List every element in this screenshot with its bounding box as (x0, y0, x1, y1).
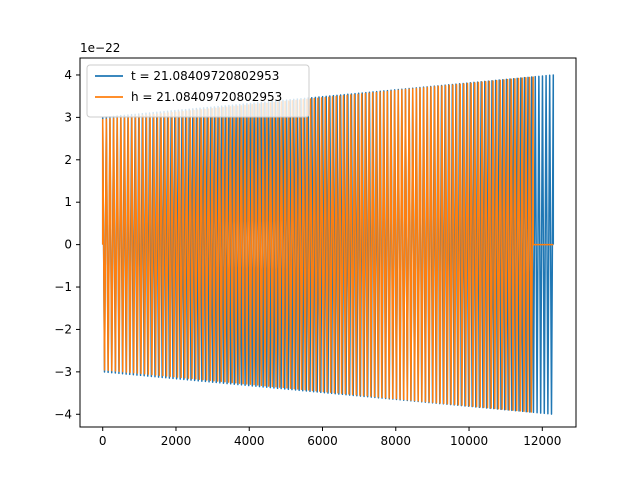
x-tick-label: 8000 (380, 434, 411, 448)
y-tick-label: 1 (64, 195, 72, 209)
legend-box (86, 64, 310, 118)
y-tick-label: −3 (54, 365, 72, 379)
x-tick-label: 10000 (450, 434, 488, 448)
x-tick-label: 4000 (234, 434, 265, 448)
y-tick-label: 0 (64, 238, 72, 252)
y-tick-label: −2 (54, 322, 72, 336)
legend-label-h: h = 21.08409720802953 (131, 90, 282, 104)
axes-frame (79, 57, 577, 428)
y-axis: −4 −3 −2 −1 0 1 2 3 4 (54, 68, 80, 421)
x-tick-label: 2000 (161, 434, 192, 448)
x-tick-label: 12000 (523, 434, 561, 448)
series-line-h (101, 76, 554, 413)
y-offset-text: 1e−22 (80, 41, 120, 55)
legend-label-t: t = 21.08409720802953 (131, 69, 279, 83)
y-tick-label: 4 (64, 68, 72, 82)
x-tick-label: 6000 (307, 434, 338, 448)
series-layer (101, 74, 555, 415)
x-axis: 0 2000 4000 6000 8000 10000 12000 (99, 427, 561, 448)
legend: t = 21.08409720802953 h = 21.084097208029… (86, 64, 310, 118)
y-tick-label: −1 (54, 280, 72, 294)
y-tick-label: 3 (64, 110, 72, 124)
y-tick-label: −4 (54, 407, 72, 421)
y-tick-label: 2 (64, 153, 72, 167)
series-line-t (101, 74, 555, 415)
x-tick-label: 0 (99, 434, 107, 448)
